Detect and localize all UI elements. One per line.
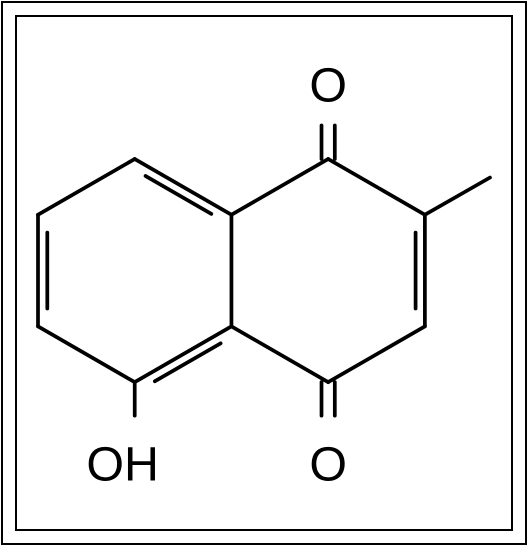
molecule-diagram: O O OH [0,0,528,546]
atom-label-o_top: O [309,58,347,112]
molecule-svg: O O OH [0,0,528,546]
atom-label-oh: OH [86,438,159,492]
atom-label-o_bottom: O [309,438,347,492]
